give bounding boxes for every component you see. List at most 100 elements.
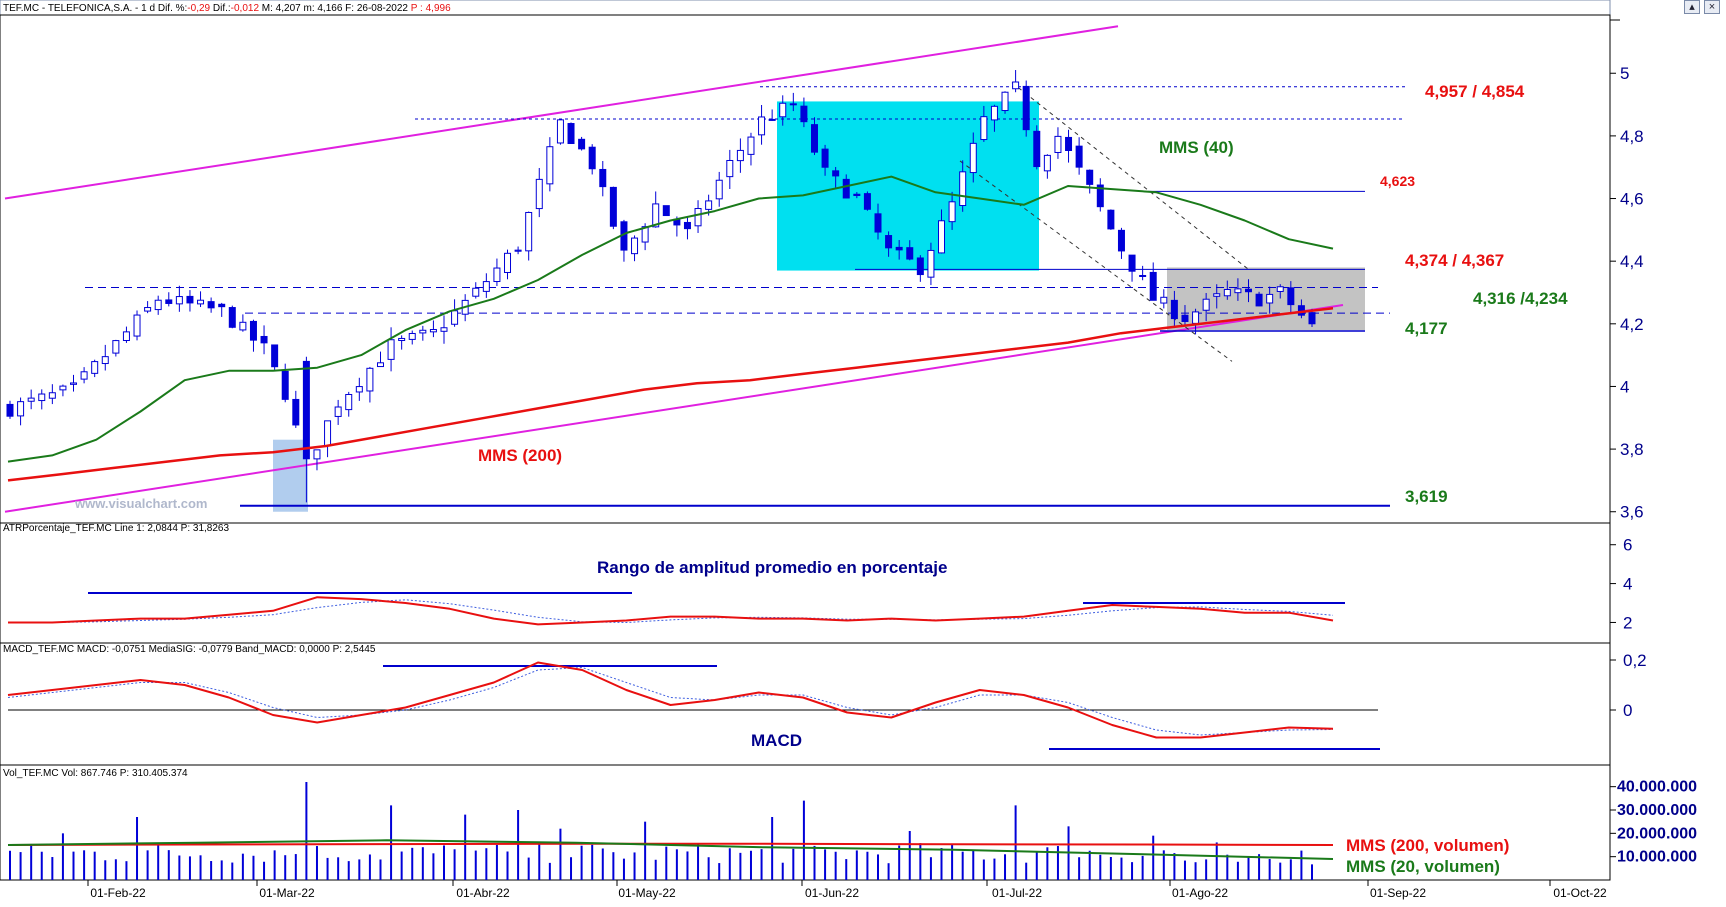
candle-up [1043, 154, 1051, 172]
candle [768, 109, 776, 121]
upper-channel-line [4, 25, 1119, 200]
candle-up [80, 371, 88, 380]
candle-up [366, 367, 374, 392]
candle-up [535, 178, 543, 210]
candle-up [1012, 81, 1020, 90]
descending-channel-upper [1011, 82, 1251, 271]
scroll-up-button[interactable]: ▴ [1684, 0, 1700, 14]
candle-up [736, 149, 744, 162]
candle [17, 397, 25, 426]
candle-down [1107, 209, 1115, 230]
candle-up [514, 249, 522, 252]
candle [387, 327, 395, 372]
candle [1255, 291, 1263, 307]
annotation-3619: 3,619 [1405, 487, 1448, 506]
candle-up [948, 201, 956, 223]
candle [239, 314, 247, 332]
candle-up [122, 331, 130, 341]
candle [726, 149, 734, 190]
candle [355, 377, 363, 401]
candle [588, 144, 596, 175]
candle [1160, 289, 1168, 309]
x-tick-label: 01-Oct-22 [1553, 886, 1607, 900]
candle [292, 390, 300, 428]
mms200-label: MMS (200) [478, 446, 562, 465]
candle [27, 389, 35, 410]
candle [1033, 125, 1041, 170]
candle-up [324, 420, 332, 447]
candle [122, 326, 130, 343]
candle-up [705, 200, 713, 210]
candle-up [398, 337, 406, 341]
x-tick-label: 01-Feb-22 [90, 886, 146, 900]
candle [345, 391, 353, 417]
candle [1244, 279, 1252, 303]
candle-down [874, 213, 882, 233]
candle [493, 258, 501, 287]
candle-up [631, 237, 639, 255]
candle-down [302, 360, 310, 460]
volume-mms20-line [7, 839, 1334, 860]
macd-tick-label: 0 [1623, 701, 1632, 720]
candle [662, 205, 670, 217]
price-tick-label: 4,6 [1620, 190, 1644, 209]
candle [959, 160, 967, 212]
candle [408, 330, 416, 345]
candle-down [186, 295, 194, 304]
candle [38, 389, 46, 410]
candle-down [1149, 271, 1157, 301]
candle [1128, 254, 1136, 282]
candle [758, 104, 766, 145]
candle [578, 136, 586, 151]
candle [260, 325, 268, 355]
candle [631, 235, 639, 262]
candle [186, 290, 194, 312]
candle-down [249, 320, 257, 341]
candle-down [768, 118, 776, 121]
candle [249, 319, 257, 352]
candle-up [990, 105, 998, 121]
candle-up [652, 203, 660, 228]
candle-up [504, 252, 512, 273]
annotation-4316: 4,316 /4,234 [1473, 289, 1568, 308]
candle [546, 137, 554, 192]
watermark: www.visualchart.com [74, 496, 207, 511]
candle [313, 449, 321, 471]
mms40-label: MMS (40) [1159, 138, 1234, 157]
macd-title: MACD_TEF.MC MACD: -0,0751 MediaSIG: -0,0… [3, 644, 376, 655]
candle [948, 191, 956, 230]
candle [1276, 284, 1284, 299]
lower-channel-line [4, 304, 1344, 513]
x-tick-label: 01-Mar-22 [259, 886, 315, 900]
candle [1022, 80, 1030, 137]
close-icon[interactable]: × [1704, 0, 1720, 14]
candle-down [1308, 312, 1316, 325]
candle-up [144, 307, 152, 312]
candle [609, 186, 617, 230]
price-tick-label: 4 [1620, 377, 1629, 396]
candle-up [1234, 288, 1242, 294]
candle [525, 211, 533, 261]
candle-down [800, 105, 808, 123]
candle [1065, 129, 1073, 163]
candle [70, 374, 78, 392]
candle-up [408, 332, 416, 340]
candle-up [112, 340, 120, 354]
candle [514, 246, 522, 255]
volume-mms200-label: MMS (200, volumen) [1346, 836, 1509, 855]
macd-tick-label: 0,2 [1623, 651, 1647, 670]
candle-up [91, 361, 99, 374]
candle-up [758, 116, 766, 136]
candle-down [1181, 314, 1189, 322]
candle [175, 285, 183, 312]
candle [832, 166, 840, 188]
candle [853, 192, 861, 199]
candle [80, 367, 88, 384]
candle-down [1117, 229, 1125, 252]
macd-panel [0, 642, 1611, 766]
candle-up [334, 406, 342, 417]
candle [451, 299, 459, 327]
candle-up [726, 159, 734, 178]
